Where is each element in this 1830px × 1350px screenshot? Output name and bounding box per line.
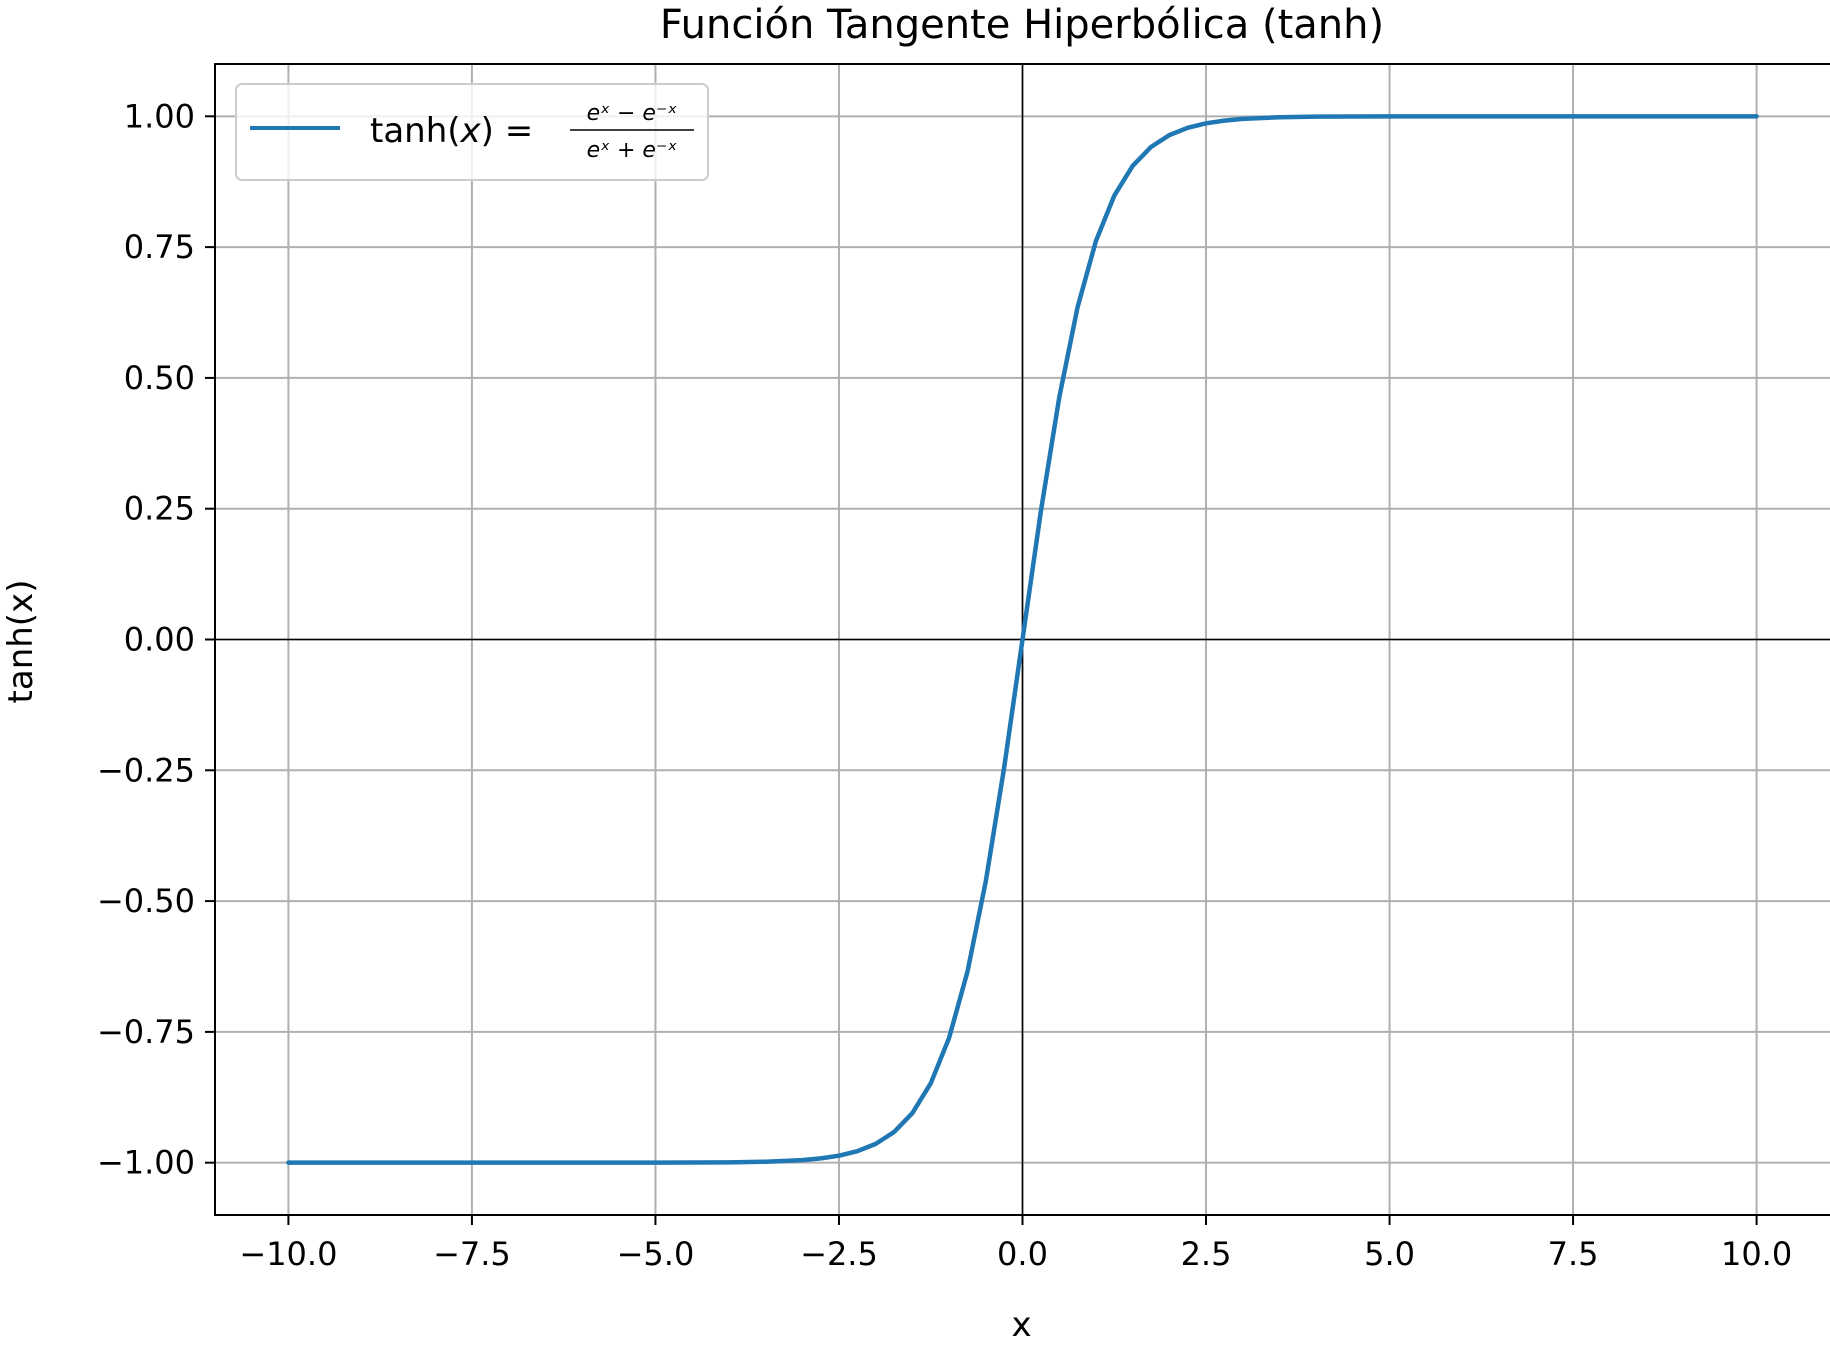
legend-label-rhs: ) = [481,111,534,151]
legend: tanh(x) = eˣ − e⁻ˣ eˣ + e⁻ˣ [235,83,709,181]
y-tick-label: −0.75 [97,1013,195,1051]
y-tick-label: 0.75 [124,228,195,266]
y-tick-label: 0.00 [124,621,195,659]
x-tick-label: −5.0 [617,1235,695,1273]
legend-label-var: x [460,111,482,151]
legend-label: tanh(x) = [370,111,533,151]
x-tick-label: −10.0 [239,1235,337,1273]
legend-fraction-numerator: eˣ − e⁻ˣ [587,101,678,126]
x-tick-label: 10.0 [1721,1235,1792,1273]
y-tick-label: 0.50 [124,359,195,397]
x-tick-label: 0.0 [997,1235,1048,1273]
x-tick-label: −2.5 [800,1235,878,1273]
y-tick-label: −1.00 [97,1144,195,1182]
x-tick-label: −7.5 [433,1235,511,1273]
chart-title: Función Tangente Hiperbólica (tanh) [660,2,1384,48]
legend-label-lhs: tanh( [370,111,461,151]
y-tick-label: −0.50 [97,882,195,920]
x-tick-label: 2.5 [1181,1235,1232,1273]
x-tick-label: 7.5 [1548,1235,1599,1273]
x-tick-label: 5.0 [1364,1235,1415,1273]
y-axis-title: tanh(x) [1,580,41,704]
series-layer [286,114,1759,1165]
legend-fraction-denominator: eˣ + e⁻ˣ [587,138,678,163]
y-axis-ticks: 1.00 0.75 0.50 0.25 0.00 −0.25 −0.50 −0.75 −1.00 [97,97,215,1182]
y-tick-label: 1.00 [124,97,195,135]
legend-box [235,83,709,181]
y-tick-label: −0.25 [97,751,195,789]
x-axis-title: x [1011,1305,1031,1345]
y-tick-label: 0.25 [124,490,195,528]
tanh-series-line [286,114,1759,1165]
x-axis-ticks: −10.0 −7.5 −5.0 −2.5 0.0 2.5 5.0 7.5 10.0 [239,1215,1792,1273]
